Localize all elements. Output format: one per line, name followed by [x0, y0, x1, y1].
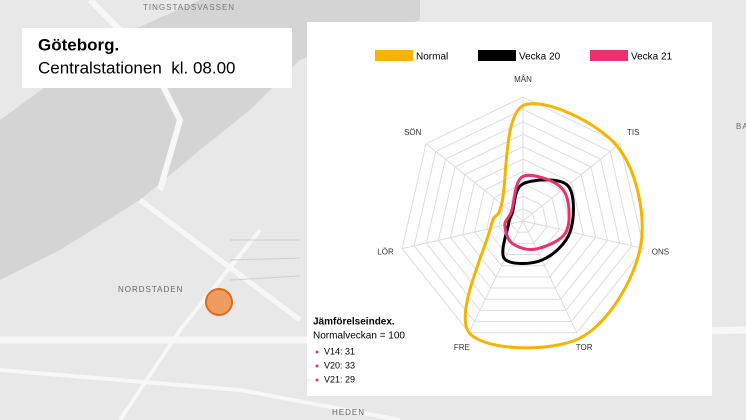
legend-swatch [590, 50, 628, 61]
rail [229, 239, 301, 281]
legend-swatch [478, 50, 516, 61]
axis-label: TOR [576, 343, 593, 352]
bullet [315, 378, 319, 382]
road [118, 228, 262, 420]
title-box [22, 28, 292, 88]
spoke [522, 220, 645, 250]
annotation-subtitle: Normalveckan = 100 [313, 331, 405, 342]
axis-label: MÅN [514, 75, 532, 84]
annotation-title: Jämförelseindex. [313, 317, 395, 328]
location-marker [205, 288, 233, 316]
map-label: NORDSTADEN [118, 285, 183, 294]
grid-ring [486, 183, 560, 256]
grid-ring [401, 96, 645, 334]
axis-label: LÖR [377, 247, 394, 256]
legend-label: Normal [416, 52, 448, 63]
grid-ring [474, 170, 572, 267]
axis-label: FRE [454, 343, 470, 352]
road [138, 198, 302, 322]
annotation-item: V21: 29 [324, 374, 355, 384]
annotation-item: V20: 33 [324, 360, 355, 370]
series-line [463, 102, 644, 350]
axis-label: ONS [652, 247, 669, 256]
bullet [315, 364, 319, 368]
radar-chart: MÅN TIS ONS TOR FRE LÖR SÖN Normal Vecka 20 Vecka… [313, 50, 673, 384]
road [0, 368, 401, 420]
grid-ring [413, 108, 633, 323]
map-label: TINGSTADSVASSEN [143, 3, 235, 12]
spoke [468, 220, 524, 333]
grid-ring [437, 133, 609, 300]
grid-ring [462, 158, 584, 278]
legend-label: Vecka 20 [519, 52, 561, 63]
title: Göteborg. [38, 35, 119, 54]
bullet [315, 350, 319, 354]
chart-panel [307, 22, 712, 396]
legend-swatch [375, 50, 413, 61]
annotation-item: V14: 31 [324, 346, 355, 356]
axis-label: TIS [627, 128, 639, 137]
map-label: HEDEN [332, 408, 365, 417]
subtitle: Centralstationen kl. 08.00 [38, 58, 236, 77]
series-line [503, 173, 571, 251]
spoke [401, 220, 524, 250]
axis-label: SÖN [404, 128, 422, 137]
spoke [522, 143, 621, 222]
map-label: BA [736, 122, 746, 131]
spoke [425, 143, 524, 222]
grid-ring [498, 195, 548, 244]
spoke [522, 220, 578, 333]
legend-label: Vecka 21 [631, 52, 673, 63]
grid-ring [425, 121, 621, 311]
grid-ring [449, 146, 597, 289]
